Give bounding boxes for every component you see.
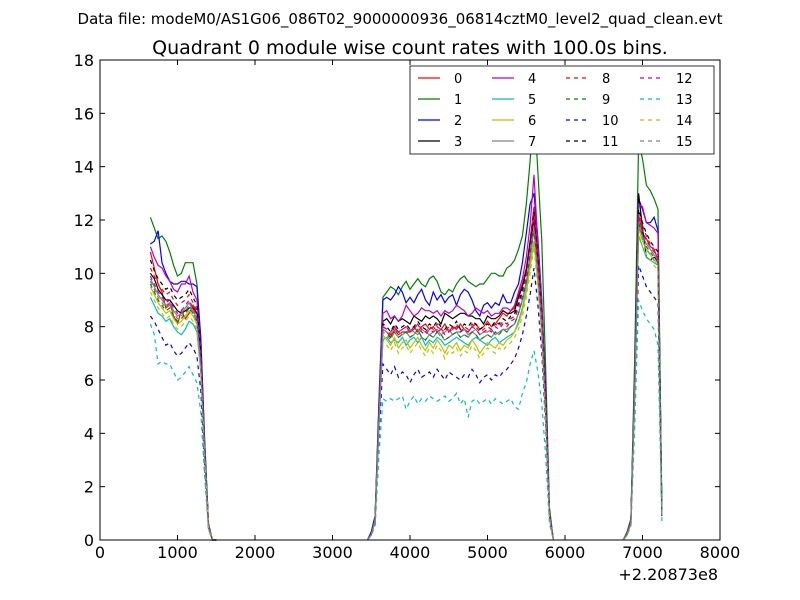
x-tick-label: 6000 <box>545 543 586 562</box>
x-tick-label: 8000 <box>700 543 741 562</box>
series-line-1-segment-3 <box>622 142 663 541</box>
legend-box <box>409 65 715 155</box>
legend-label-14: 14 <box>676 114 693 129</box>
plot-lines <box>149 105 663 541</box>
x-tick-label: 0 <box>95 543 105 562</box>
y-tick-label: 0 <box>84 531 94 550</box>
x-tick-label: 1000 <box>157 543 198 562</box>
x-tick-label: 3000 <box>312 543 353 562</box>
legend-label-12: 12 <box>676 72 693 87</box>
y-tick-label: 18 <box>74 51 94 70</box>
series-line-15-segment-3 <box>622 225 663 541</box>
y-tick-label: 12 <box>74 211 94 230</box>
series-line-14-segment-3 <box>622 233 663 541</box>
series-line-10-segment-2 <box>366 267 554 541</box>
series-line-13-segment-1 <box>149 323 217 541</box>
legend-label-3: 3 <box>454 135 462 150</box>
series-line-12-segment-3 <box>622 217 663 541</box>
y-tick-label: 6 <box>84 371 94 390</box>
y-tick-label: 4 <box>84 424 94 443</box>
y-tick-label: 10 <box>74 264 94 283</box>
y-tick-label: 14 <box>74 158 94 177</box>
y-tick-label: 16 <box>74 104 94 123</box>
legend-label-4: 4 <box>528 72 536 87</box>
figure-suptitle: Data file: modeM0/AS1G06_086T02_90000009… <box>78 10 723 29</box>
series-line-11-segment-2 <box>366 211 554 541</box>
series-line-11-segment-3 <box>622 209 663 541</box>
legend-label-8: 8 <box>602 72 610 87</box>
legend-label-13: 13 <box>676 93 693 108</box>
legend-label-1: 1 <box>454 93 462 108</box>
series-line-15-segment-2 <box>366 227 554 541</box>
chart-title: Quadrant 0 module wise count rates with … <box>152 37 668 59</box>
series-line-4-segment-3 <box>622 202 663 541</box>
legend-label-2: 2 <box>454 114 462 129</box>
legend-label-6: 6 <box>528 114 536 129</box>
x-axis-offset-label: +2.20873e8 <box>618 565 718 584</box>
legend-label-10: 10 <box>602 114 619 129</box>
series-line-15-segment-1 <box>149 281 217 541</box>
series-line-13-segment-3 <box>622 299 663 541</box>
legend-label-11: 11 <box>602 135 619 150</box>
axis-ticks: 0 1000 2000 3000 4000 5000 6000 7000 80000246810… <box>74 51 741 562</box>
legend-label-7: 7 <box>528 135 536 150</box>
legend-label-9: 9 <box>602 93 610 108</box>
y-tick-label: 2 <box>84 478 94 497</box>
series-line-14-segment-2 <box>366 246 554 541</box>
legend-label-0: 0 <box>454 72 462 87</box>
x-tick-label: 2000 <box>235 543 276 562</box>
x-tick-label: 4000 <box>390 543 431 562</box>
series-line-2-segment-2 <box>366 193 554 541</box>
legend-label-5: 5 <box>528 93 536 108</box>
x-tick-label: 7000 <box>622 543 663 562</box>
legend-label-15: 15 <box>676 135 693 150</box>
series-line-1-segment-2 <box>366 105 554 541</box>
series-line-14-segment-1 <box>149 291 217 541</box>
series-line-0-segment-2 <box>366 206 554 541</box>
y-tick-label: 8 <box>84 318 94 337</box>
series-line-12-segment-2 <box>366 219 554 541</box>
series-line-13-segment-2 <box>366 350 554 541</box>
series-line-9-segment-2 <box>366 227 554 541</box>
series-line-4-segment-2 <box>366 174 554 541</box>
series-line-8-segment-1 <box>149 267 217 541</box>
series-line-10-segment-3 <box>622 265 663 541</box>
series-line-7-segment-3 <box>622 222 663 541</box>
x-tick-label: 5000 <box>467 543 508 562</box>
series-line-6-segment-2 <box>366 241 554 541</box>
